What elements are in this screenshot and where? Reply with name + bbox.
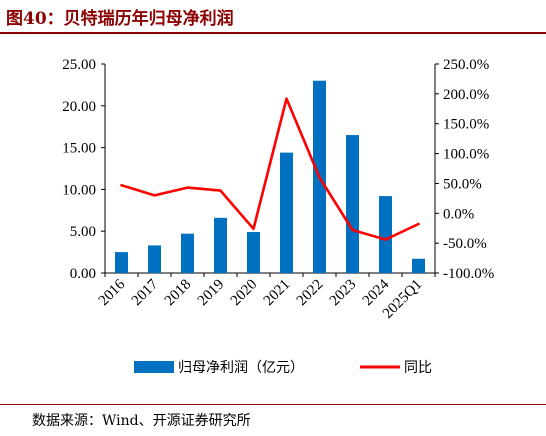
source-divider — [0, 404, 546, 405]
left-tick-label: 10.00 — [62, 182, 96, 198]
right-tick-label: -50.0% — [443, 236, 487, 252]
chart: 0.00 5.00 10.00 15.00 20.00 25.00 -100.0% -50.0… — [62, 57, 494, 376]
x-tick-label: 2017 — [129, 276, 162, 309]
right-tick-label: 200.0% — [443, 87, 489, 103]
left-tick-label: 25.00 — [62, 57, 96, 73]
bar — [148, 245, 161, 273]
legend-line-label: 同比 — [404, 360, 432, 376]
bar — [379, 196, 392, 273]
bar — [214, 217, 227, 273]
x-tick-label: 2022 — [294, 277, 327, 310]
right-tick-label: 150.0% — [443, 117, 489, 133]
legend-bar-swatch — [134, 361, 174, 373]
bar — [247, 232, 260, 273]
left-tick-label: 5.00 — [70, 224, 96, 240]
x-tick-label: 2016 — [96, 276, 129, 309]
x-tick-label: 2023 — [327, 277, 360, 310]
source-note: 数据来源：Wind、开源证券研究所 — [32, 413, 251, 429]
title-divider — [0, 32, 546, 34]
right-tick-label: 100.0% — [443, 147, 489, 163]
yoy-line — [120, 97, 420, 241]
x-tick-label: 2021 — [261, 277, 294, 310]
x-tick-label: 2018 — [162, 277, 195, 310]
bar — [412, 258, 425, 273]
x-tick-label: 2020 — [228, 277, 261, 310]
bar — [280, 152, 293, 273]
right-tick-label: 50.0% — [443, 176, 482, 192]
right-tick-label: 0.0% — [443, 206, 474, 222]
legend-bar-label: 归母净利润（亿元） — [178, 359, 304, 376]
bar — [181, 233, 194, 273]
x-tick-label: 2019 — [195, 277, 228, 310]
right-tick-label: -100.0% — [443, 266, 494, 282]
figure-title: 图40：贝特瑞历年归母净利润 — [6, 9, 234, 29]
bar — [346, 135, 359, 273]
left-tick-label: 15.00 — [62, 141, 96, 157]
left-tick-label: 0.00 — [70, 266, 96, 282]
right-tick-label: 250.0% — [443, 57, 489, 73]
left-tick-label: 20.00 — [62, 99, 96, 115]
bar — [115, 252, 128, 273]
